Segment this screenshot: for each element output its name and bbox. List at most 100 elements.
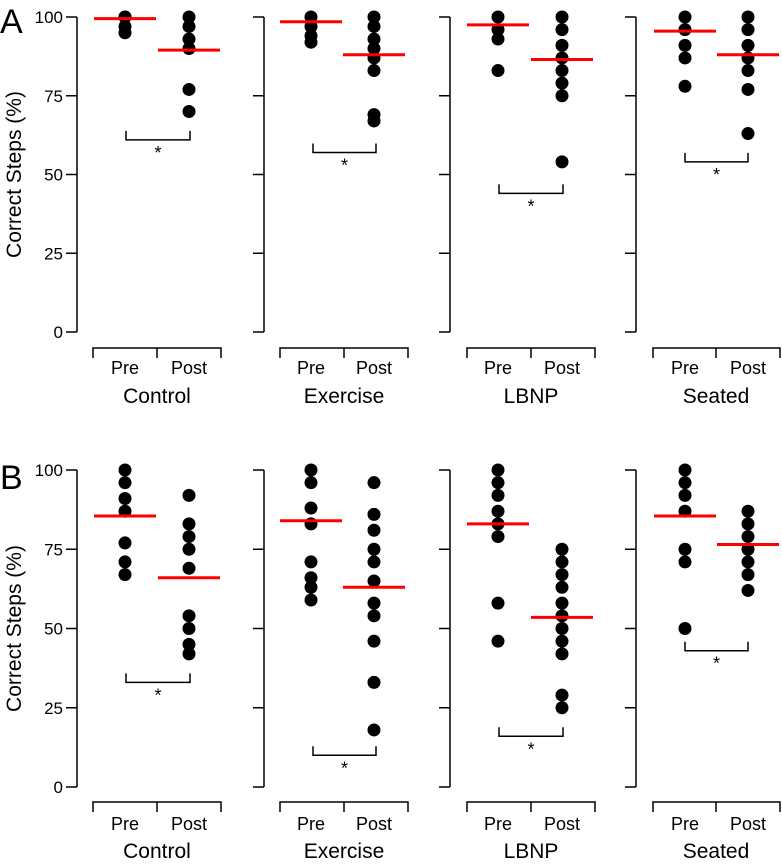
condition-label: Control: [123, 385, 191, 408]
data-point-post: [741, 127, 755, 141]
group-label-pre: Pre: [484, 358, 512, 378]
significance-bracket: [125, 673, 191, 684]
group-bracket: [466, 347, 596, 358]
data-point-pre: [678, 79, 692, 93]
data-point-post: [367, 114, 381, 128]
y-tick-label: 75: [44, 540, 63, 559]
significance-bracket: [684, 152, 749, 163]
condition-label: Control: [123, 840, 191, 863]
group-bracket: [279, 801, 409, 812]
condition-label: Exercise: [304, 840, 385, 863]
data-point-post: [555, 10, 569, 24]
data-point-pre: [118, 536, 132, 550]
data-point-pre: [678, 504, 692, 518]
data-point-post: [367, 507, 381, 521]
data-point-pre: [678, 23, 692, 37]
data-point-post: [367, 19, 381, 33]
data-point-post: [741, 82, 755, 96]
y-axis-title: Correct Steps (%): [3, 545, 26, 712]
data-point-post: [555, 155, 569, 169]
data-point-post: [741, 504, 755, 518]
data-point-post: [555, 580, 569, 594]
data-point-pre: [678, 463, 692, 477]
data-point-pre: [678, 488, 692, 502]
data-point-post: [741, 555, 755, 569]
data-point-post: [367, 609, 381, 623]
data-point-pre: [304, 476, 318, 490]
data-point-post: [367, 596, 381, 610]
data-point-post: [555, 596, 569, 610]
data-point-pre: [678, 542, 692, 556]
data-point-pre: [118, 504, 132, 518]
data-point-post: [555, 634, 569, 648]
data-point-post: [555, 701, 569, 715]
data-point-post: [182, 517, 196, 531]
data-point-pre: [118, 26, 132, 40]
data-point-post: [182, 530, 196, 544]
data-point-pre: [118, 463, 132, 477]
group-bracket: [279, 347, 409, 358]
data-point-post: [555, 622, 569, 635]
data-point-post: [182, 32, 196, 46]
data-point-post: [367, 10, 381, 24]
data-point-pre: [491, 476, 505, 490]
data-point-post: [741, 38, 755, 52]
data-point-pre: [491, 64, 505, 78]
data-point-pre: [678, 555, 692, 569]
y-tick-label: 0: [54, 323, 63, 342]
group-label-pre: Pre: [671, 814, 699, 834]
panel-letter: A: [0, 3, 23, 41]
data-point-post: [367, 634, 381, 648]
data-point-pre: [304, 501, 318, 515]
data-point-pre: [118, 555, 132, 569]
data-point-post: [367, 574, 381, 588]
data-point-post: [367, 523, 381, 537]
data-point-post: [741, 23, 755, 37]
group-bracket: [466, 801, 596, 812]
data-point-post: [367, 64, 381, 78]
data-point-pre: [491, 634, 505, 648]
data-point-pre: [118, 10, 132, 24]
data-point-pre: [491, 596, 505, 610]
group-label-post: Post: [544, 358, 580, 378]
data-point-pre: [118, 492, 132, 506]
data-point-pre: [678, 51, 692, 65]
significance-star: *: [154, 685, 161, 705]
data-point-post: [367, 32, 381, 46]
significance-bracket: [684, 641, 749, 652]
data-point-post: [741, 542, 755, 556]
data-point-post: [182, 105, 196, 118]
data-point-pre: [304, 35, 318, 49]
significance-bracket: [498, 727, 564, 738]
data-point-pre: [678, 10, 692, 24]
panel-letter: B: [0, 459, 23, 497]
data-point-post: [182, 42, 196, 55]
data-point-pre: [118, 568, 132, 582]
data-point-pre: [491, 463, 505, 477]
group-bracket: [652, 347, 781, 358]
group-label-pre: Pre: [671, 358, 699, 378]
significance-star: *: [713, 654, 720, 674]
data-point-post: [182, 542, 196, 556]
data-point-pre: [678, 38, 692, 52]
data-point-post: [741, 583, 755, 597]
group-label-pre: Pre: [297, 358, 325, 378]
y-axis-title: Correct Steps (%): [3, 91, 26, 258]
data-point-post: [555, 64, 569, 78]
data-point-post: [367, 675, 381, 689]
group-label-pre: Pre: [484, 814, 512, 834]
y-tick-label: 100: [35, 461, 63, 480]
data-point-post: [182, 609, 196, 623]
data-point-pre: [491, 504, 505, 518]
data-point-post: [182, 561, 196, 575]
data-point-pre: [304, 555, 318, 569]
data-point-post: [182, 622, 196, 635]
data-point-pre: [491, 530, 505, 544]
significance-star: *: [713, 165, 720, 185]
y-tick-label: 25: [44, 699, 63, 718]
group-label-pre: Pre: [111, 358, 139, 378]
data-point-post: [367, 723, 381, 737]
data-point-post: [555, 542, 569, 556]
data-point-post: [555, 688, 569, 702]
significance-bracket: [312, 143, 377, 154]
